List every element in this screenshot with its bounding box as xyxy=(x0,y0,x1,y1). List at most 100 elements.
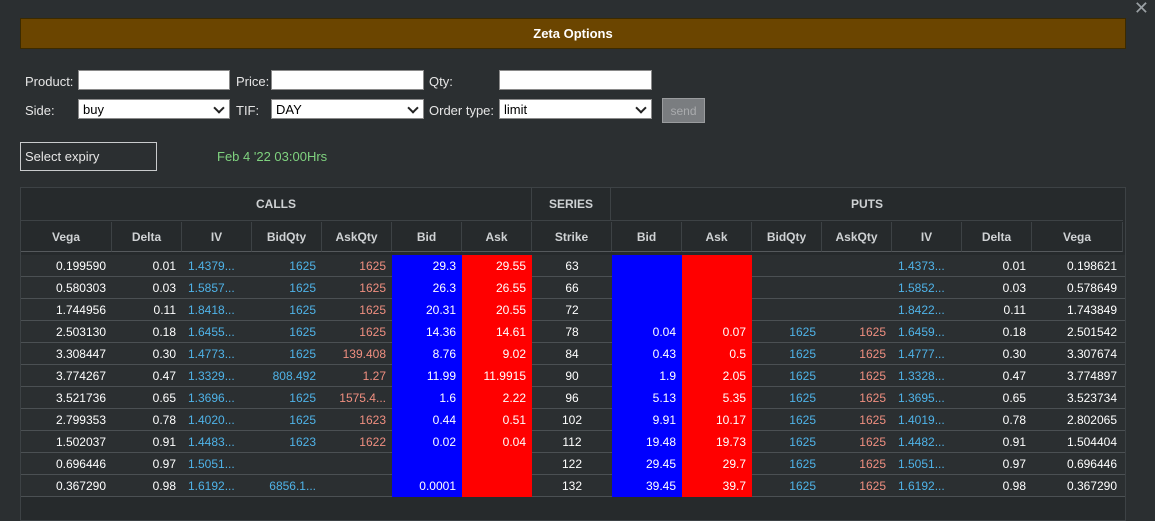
column-header-put-askqty[interactable]: AskQty xyxy=(822,222,892,252)
cell-call-bid[interactable]: 8.76 xyxy=(392,343,462,365)
column-header-put-iv[interactable]: IV xyxy=(892,222,962,252)
column-header-call-askqty[interactable]: AskQty xyxy=(322,222,392,252)
cell-put-ask[interactable] xyxy=(682,255,752,277)
column-header-call-iv[interactable]: IV xyxy=(182,222,252,252)
product-input[interactable] xyxy=(78,70,230,90)
cell-call-vega: 1.744956 xyxy=(55,303,106,317)
column-header-put-delta[interactable]: Delta xyxy=(962,222,1032,252)
cell-put-bidqty: 1625 xyxy=(789,325,816,339)
side-select[interactable]: buy xyxy=(78,99,230,119)
table-row[interactable]: 2.799353 0.78 1.4020... 1625 1623 0.44 0.51 102… xyxy=(21,409,1125,431)
cell-call-iv: 1.8418... xyxy=(188,303,235,317)
column-header-call-ask[interactable]: Ask xyxy=(462,222,532,252)
cell-put-ask[interactable]: 39.7 xyxy=(682,475,752,497)
column-header-put-vega[interactable]: Vega xyxy=(1032,222,1123,252)
cell-call-ask[interactable]: 20.55 xyxy=(462,299,532,321)
price-input[interactable] xyxy=(271,70,424,90)
cell-call-bidqty: 1625 xyxy=(289,413,316,427)
tif-select[interactable]: DAY xyxy=(271,99,424,119)
cell-put-ask[interactable]: 19.73 xyxy=(682,431,752,453)
cell-put-vega: 0.367290 xyxy=(1066,479,1117,493)
column-header-put-bid[interactable]: Bid xyxy=(612,222,682,252)
cell-put-ask[interactable] xyxy=(682,299,752,321)
cell-call-vega: 3.521736 xyxy=(55,391,106,405)
cell-put-ask[interactable]: 29.7 xyxy=(682,453,752,475)
column-header-call-bidqty[interactable]: BidQty xyxy=(252,222,322,252)
column-header-put-ask[interactable]: Ask xyxy=(682,222,752,252)
cell-put-iv: 1.3695... xyxy=(898,391,945,405)
cell-call-iv: 1.6455... xyxy=(188,325,235,339)
cell-put-askqty: 1625 xyxy=(859,325,886,339)
cell-put-ask[interactable]: 5.35 xyxy=(682,387,752,409)
cell-call-ask[interactable]: 9.02 xyxy=(462,343,532,365)
expiry-select-value: Select expiry xyxy=(25,149,100,164)
cell-call-ask[interactable]: 0.04 xyxy=(462,431,532,453)
cell-call-bid[interactable]: 0.02 xyxy=(392,431,462,453)
column-header-strike[interactable]: Strike xyxy=(532,222,612,252)
cell-call-askqty: 1.27 xyxy=(362,369,386,383)
cell-put-ask[interactable]: 0.07 xyxy=(682,321,752,343)
column-header-call-vega[interactable]: Vega xyxy=(21,222,112,252)
cell-put-ask[interactable]: 10.17 xyxy=(682,409,752,431)
cell-call-bid[interactable]: 14.36 xyxy=(392,321,462,343)
cell-put-bid[interactable]: 1.9 xyxy=(612,365,682,387)
table-row[interactable]: 3.521736 0.65 1.3696... 1625 1575.4... 1.6 2.2… xyxy=(21,387,1125,409)
cell-call-bid[interactable]: 29.3 xyxy=(392,255,462,277)
cell-put-ask[interactable]: 0.5 xyxy=(682,343,752,365)
table-row[interactable]: 0.367290 0.98 1.6192... 6856.1... 0.0001 132 3… xyxy=(21,475,1125,497)
cell-call-bid[interactable]: 1.6 xyxy=(392,387,462,409)
cell-put-askqty xyxy=(822,255,892,277)
table-row[interactable]: 3.308447 0.30 1.4773... 1625 139.408 8.76 9.02… xyxy=(21,343,1125,365)
cell-put-bidqty xyxy=(752,299,822,321)
order-type-select[interactable]: limit xyxy=(499,99,652,119)
cell-call-bid[interactable] xyxy=(392,453,462,475)
table-row[interactable]: 1.744956 0.11 1.8418... 1625 1625 20.31 20.55 7… xyxy=(21,299,1125,321)
cell-call-ask[interactable] xyxy=(462,475,532,497)
cell-call-ask[interactable]: 0.51 xyxy=(462,409,532,431)
cell-put-bid[interactable]: 19.48 xyxy=(612,431,682,453)
cell-put-bid[interactable]: 9.91 xyxy=(612,409,682,431)
cell-call-ask[interactable]: 14.61 xyxy=(462,321,532,343)
cell-strike: 63 xyxy=(565,259,579,273)
order-type-select-value: limit xyxy=(504,101,528,117)
cell-call-bid[interactable]: 11.99 xyxy=(392,365,462,387)
table-row[interactable]: 0.580303 0.03 1.5857... 1625 1625 26.3 26.55 66… xyxy=(21,277,1125,299)
cell-call-bid[interactable]: 0.44 xyxy=(392,409,462,431)
cell-put-iv: 1.3328... xyxy=(898,369,945,383)
cell-call-ask[interactable]: 26.55 xyxy=(462,277,532,299)
cell-call-ask[interactable]: 11.9915 xyxy=(462,365,532,387)
table-row[interactable]: 1.502037 0.91 1.4483... 1623 1622 0.02 0.04 112… xyxy=(21,431,1125,453)
table-row[interactable]: 3.774267 0.47 1.3329... 808.492 1.27 11.99 11.… xyxy=(21,365,1125,387)
table-row[interactable]: 0.199590 0.01 1.4379... 1625 1625 29.3 29.55 63… xyxy=(21,255,1125,277)
send-button[interactable]: send xyxy=(662,98,705,123)
cell-put-bid[interactable]: 39.45 xyxy=(612,475,682,497)
qty-input[interactable] xyxy=(499,70,652,90)
cell-call-bid[interactable]: 0.0001 xyxy=(392,475,462,497)
cell-put-delta: 0.03 xyxy=(1002,281,1026,295)
expiry-select[interactable]: Select expiry xyxy=(20,142,157,171)
cell-call-ask[interactable]: 29.55 xyxy=(462,255,532,277)
cell-call-delta: 0.97 xyxy=(152,457,176,471)
cell-put-bid[interactable] xyxy=(612,299,682,321)
column-header-put-bidqty[interactable]: BidQty xyxy=(752,222,822,252)
cell-call-bid[interactable]: 26.3 xyxy=(392,277,462,299)
cell-call-bid[interactable]: 20.31 xyxy=(392,299,462,321)
close-icon[interactable]: ✕ xyxy=(1133,0,1149,18)
cell-call-ask[interactable] xyxy=(462,453,532,475)
column-header-call-bid[interactable]: Bid xyxy=(392,222,462,252)
cell-put-bid[interactable]: 0.04 xyxy=(612,321,682,343)
cell-put-ask[interactable] xyxy=(682,277,752,299)
cell-put-bid[interactable]: 29.45 xyxy=(612,453,682,475)
cell-put-bid[interactable] xyxy=(612,277,682,299)
cell-put-bid[interactable]: 5.13 xyxy=(612,387,682,409)
cell-put-ask[interactable]: 2.05 xyxy=(682,365,752,387)
cell-put-bid[interactable]: 0.43 xyxy=(612,343,682,365)
table-row[interactable]: 2.503130 0.18 1.6455... 1625 1625 14.36 14.61 7… xyxy=(21,321,1125,343)
column-header-call-delta[interactable]: Delta xyxy=(112,222,182,252)
side-label: Side: xyxy=(25,103,55,118)
table-row[interactable]: 0.696446 0.97 1.5051... 122 29.45 29.7 1625 162… xyxy=(21,453,1125,475)
cell-call-ask[interactable]: 2.22 xyxy=(462,387,532,409)
cell-put-bid[interactable] xyxy=(612,255,682,277)
cell-put-delta: 0.97 xyxy=(1002,457,1026,471)
cell-put-vega: 2.501542 xyxy=(1066,325,1117,339)
